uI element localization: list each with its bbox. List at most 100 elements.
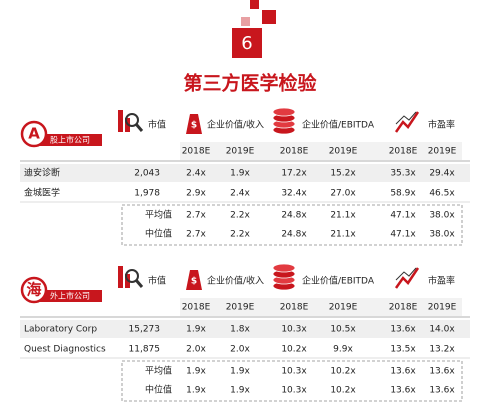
icon [134, 123, 144, 132]
icon [186, 114, 202, 134]
title: 第三方医学检验 [183, 72, 317, 95]
stat-value: 24.8x [281, 230, 307, 240]
multiple: 27.0x [330, 189, 356, 199]
year-label: 2018E [389, 303, 418, 313]
metric-label: 市值 [148, 275, 166, 287]
stat-name: 平均值 [145, 209, 172, 221]
year-label: 2019E [329, 303, 358, 313]
market-cap: 1,978 [134, 189, 160, 199]
multiple: 29.4x [429, 169, 455, 179]
icon [395, 267, 417, 281]
icon [394, 267, 420, 289]
stat-value: 13.6x [390, 367, 416, 377]
icon [125, 269, 139, 283]
multiple: 13.5x [390, 345, 416, 355]
stat-value: 10.2x [330, 367, 356, 377]
market-cap: 2,043 [134, 169, 160, 179]
year-label: 2018E [182, 147, 211, 157]
icon [118, 110, 123, 132]
market-cap: 11,875 [129, 345, 161, 355]
metric-label: 企业价值/收入 [207, 119, 264, 131]
multiple: 1.9x [186, 325, 206, 335]
badge-bar [30, 134, 102, 146]
icon [272, 107, 296, 117]
stat-value: 24.8x [281, 211, 307, 221]
year-label: 2019E [428, 303, 457, 313]
icon [134, 279, 144, 288]
metric-label: 企业价值/EBITDA [302, 119, 375, 131]
multiple: 14.0x [429, 325, 455, 335]
stat-value: 21.1x [330, 230, 356, 240]
stat-value: 2.7x [186, 230, 206, 240]
stat-value: 47.1x [390, 230, 416, 240]
multiple: 10.5x [330, 325, 356, 335]
header-band [180, 298, 462, 316]
logo-square [241, 17, 250, 26]
metric-label: 市盈率 [428, 119, 455, 131]
icon: $ [191, 121, 197, 131]
badge: A [28, 125, 40, 143]
stat-value: 21.1x [330, 211, 356, 221]
multiple: 58.9x [390, 189, 416, 199]
stat-value: 38.0x [429, 230, 455, 240]
stat-value: 1.9x [230, 386, 250, 396]
multiple: 15.2x [330, 169, 356, 179]
stat-value: 13.6x [429, 386, 455, 396]
company-name: 迪安诊断 [24, 167, 60, 179]
stat-value: 2.2x [230, 211, 250, 221]
stat-value: 10.2x [330, 386, 356, 396]
year-label: 2019E [226, 303, 255, 313]
multiple: 2.9x [186, 189, 206, 199]
icon [186, 270, 202, 290]
year-label: 2018E [182, 303, 211, 313]
stat-name: 平均值 [145, 365, 172, 377]
icon [125, 113, 139, 127]
multiple: 10.2x [281, 345, 307, 355]
stat-value: 2.2x [230, 230, 250, 240]
stat-value: 10.3x [281, 386, 307, 396]
multiple: 35.3x [390, 169, 416, 179]
multiple: 2.0x [230, 345, 250, 355]
badge-label: 股上市公司 [50, 135, 90, 145]
year-label: 2018E [280, 147, 309, 157]
stat-value: 13.6x [429, 367, 455, 377]
icon: $ [191, 277, 197, 287]
multiple: 1.8x [230, 325, 250, 335]
stat-value: 10.3x [281, 367, 307, 377]
logo-square [262, 10, 276, 24]
year-label: 2019E [226, 147, 255, 157]
badge-bar [30, 290, 102, 302]
stat-value: 1.9x [186, 386, 206, 396]
badge: 海 [26, 281, 41, 299]
stat-value: 1.9x [186, 367, 206, 377]
multiple: 10.3x [281, 325, 307, 335]
icon [272, 263, 296, 273]
logo-number: 6 [241, 33, 252, 54]
multiple: 9.9x [333, 345, 353, 355]
stat-value: 2.7x [186, 211, 206, 221]
stat-value: 38.0x [429, 211, 455, 221]
market-cap: 15,273 [129, 325, 161, 335]
multiple: 2.0x [186, 345, 206, 355]
multiple: 2.4x [186, 169, 206, 179]
stat-name: 中位值 [145, 384, 172, 396]
stat-value: 13.6x [390, 386, 416, 396]
header-band [180, 142, 462, 160]
icon [394, 111, 420, 133]
icon [118, 266, 123, 288]
row-band [20, 320, 470, 338]
multiple: 1.9x [230, 169, 250, 179]
icon [395, 111, 417, 125]
stat-value: 1.9x [230, 367, 250, 377]
stats-box [121, 204, 463, 246]
logo-box [232, 28, 262, 58]
year-label: 2018E [280, 303, 309, 313]
logo-square [250, 0, 259, 9]
multiple: 46.5x [429, 189, 455, 199]
metric-label: 市盈率 [428, 275, 455, 287]
year-label: 2019E [329, 147, 358, 157]
company-name: Quest Diagnostics [24, 345, 106, 355]
year-label: 2019E [428, 147, 457, 157]
multiple: 13.2x [429, 345, 455, 355]
